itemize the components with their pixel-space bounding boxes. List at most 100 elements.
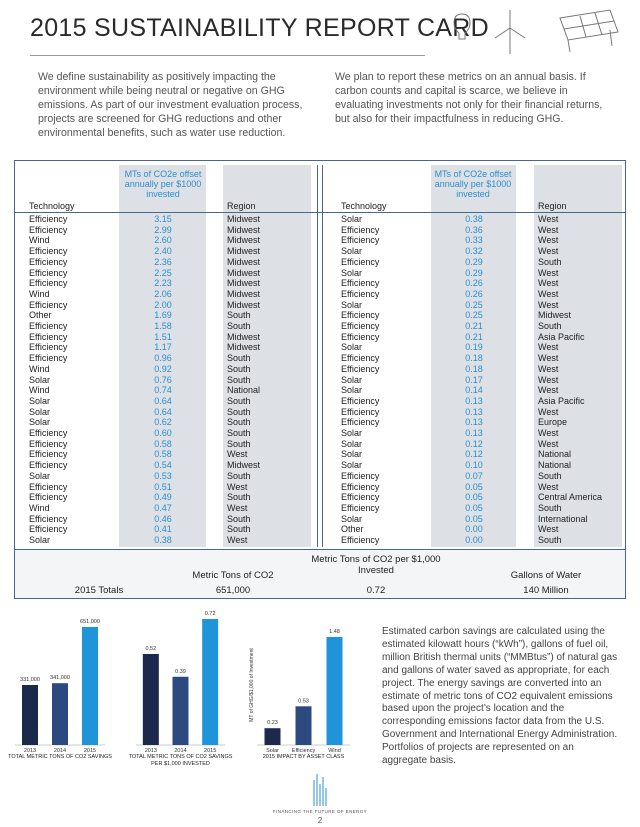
page-number: 2 xyxy=(317,816,323,825)
value-label: 331,000 xyxy=(20,677,40,683)
col-header: Technology xyxy=(341,201,387,211)
value-label: 341,000 xyxy=(50,675,70,681)
x-tick-label: 2015 xyxy=(204,748,216,754)
x-tick-label: 2015 xyxy=(84,748,96,754)
value-cell: 0.13 xyxy=(465,428,483,438)
region-cell: Midwest xyxy=(227,331,261,342)
bar xyxy=(295,706,312,745)
technology-cell: Efficiency xyxy=(29,267,68,278)
value-cell: 0.05 xyxy=(465,481,483,492)
technology-cell: Solar xyxy=(341,438,363,449)
value-cell: 0.58 xyxy=(154,449,172,460)
technology-cell: Other xyxy=(29,310,52,321)
x-tick-label: Wind xyxy=(328,748,341,754)
technology-cell: Efficiency xyxy=(341,406,380,417)
value-cell: 0.21 xyxy=(465,331,483,342)
value-cell: 0.36 xyxy=(465,224,483,235)
technology-cell: Efficiency xyxy=(341,235,380,246)
col-header: MTs of CO2e offset annually per $1000 in… xyxy=(124,169,202,199)
technology-cell: Efficiency xyxy=(341,321,380,331)
technology-cell: Efficiency xyxy=(341,502,380,513)
x-tick-label: 2013 xyxy=(24,748,36,754)
value-label: 0.23 xyxy=(267,720,278,726)
value-label: 0.39 xyxy=(175,669,186,675)
technology-cell: Efficiency xyxy=(341,353,380,364)
technology-cell: Solar xyxy=(341,513,363,524)
region-cell: South xyxy=(227,321,251,331)
technology-cell: Efficiency xyxy=(29,353,68,364)
technology-cell: Solar xyxy=(29,470,51,481)
region-cell: West xyxy=(538,438,559,449)
value-cell: 0.05 xyxy=(465,513,483,524)
region-cell: West xyxy=(538,374,559,385)
technology-cell: Solar xyxy=(341,342,363,353)
totals-label: 2015 Totals xyxy=(74,585,124,596)
bulb-icon xyxy=(453,13,471,40)
technology-cell: Wind xyxy=(29,288,50,299)
value-cell: 0.07 xyxy=(465,470,483,481)
caption-text: 2015 IMPACT BY ASSET CLASS xyxy=(262,754,345,760)
technology-cell: Efficiency xyxy=(341,256,380,267)
value-cell: 0.17 xyxy=(465,374,483,385)
technology-cell: Solar xyxy=(341,267,363,278)
region-cell: West xyxy=(538,224,559,235)
region-cell: West xyxy=(538,353,559,364)
technology-cell: Efficiency xyxy=(341,395,380,406)
value-label: 1.48 xyxy=(329,629,340,635)
region-cell: South xyxy=(227,310,251,321)
value-cell: 0.49 xyxy=(154,492,172,503)
region-cell: Central America xyxy=(538,492,603,503)
solar-panel-icon xyxy=(559,9,619,53)
region-cell: West xyxy=(538,214,559,224)
bar xyxy=(82,627,98,745)
region-cell: South xyxy=(227,353,251,364)
technology-cell: Efficiency xyxy=(29,438,68,449)
region-cell: Europe xyxy=(538,417,568,428)
region-cell: Midwest xyxy=(227,342,261,353)
totals-value: 0.72 xyxy=(366,585,386,596)
methodology-note: Estimated carbon savings are calculated … xyxy=(382,626,618,767)
region-cell: South xyxy=(227,395,251,406)
x-tick-label: 2013 xyxy=(145,748,157,754)
technology-cell: Efficiency xyxy=(29,524,68,535)
value-cell: 0.18 xyxy=(465,353,483,364)
value-cell: 0.41 xyxy=(154,524,172,535)
value-cell: 0.00 xyxy=(465,535,483,545)
metrics-table: Technology MTs of CO2e offset annually p… xyxy=(14,160,626,550)
value-cell: 2.25 xyxy=(154,267,172,278)
region-cell: Asia Pacific xyxy=(538,331,585,342)
totals-header: Metric Tons of CO2 per $1,000 Invested xyxy=(311,554,441,576)
value-cell: 0.47 xyxy=(154,502,172,513)
table-divider xyxy=(317,165,323,547)
technology-cell: Solar xyxy=(29,395,51,406)
value-cell: 1.17 xyxy=(154,342,172,353)
chart-caption: TOTAL METRIC TONS OF CO2 SAVINGS PER $1,… xyxy=(129,754,233,767)
x-tick-label: 2014 xyxy=(174,748,186,754)
value-cell: 0.60 xyxy=(154,428,172,438)
technology-cell: Efficiency xyxy=(341,535,380,545)
turbine-blades xyxy=(494,10,526,39)
region-cell: National xyxy=(538,449,572,460)
shade-col xyxy=(119,165,206,547)
region-cell: South xyxy=(227,374,251,385)
value-cell: 0.12 xyxy=(465,449,483,460)
shade-col xyxy=(223,165,311,547)
value-cell: 0.25 xyxy=(465,299,483,310)
region-cell: Midwest xyxy=(227,246,261,257)
technology-cell: Efficiency xyxy=(341,363,380,374)
region-cell: Midwest xyxy=(227,256,261,267)
header-rule xyxy=(15,212,625,213)
value-cell: 1.51 xyxy=(154,331,172,342)
shade-col xyxy=(431,165,516,547)
region-cell: National xyxy=(538,460,572,471)
region-cell: West xyxy=(227,481,248,492)
region-cell: South xyxy=(227,470,251,481)
value-cell: 2.00 xyxy=(154,299,172,310)
energy-icons xyxy=(453,9,619,54)
col-header: MTs of CO2e offset annually per $1000 in… xyxy=(434,169,512,199)
technology-cell: Efficiency xyxy=(341,470,380,481)
value-cell: 0.12 xyxy=(465,438,483,449)
bar xyxy=(22,685,38,745)
chart-caption: 2015 IMPACT BY ASSET CLASS xyxy=(262,754,345,760)
